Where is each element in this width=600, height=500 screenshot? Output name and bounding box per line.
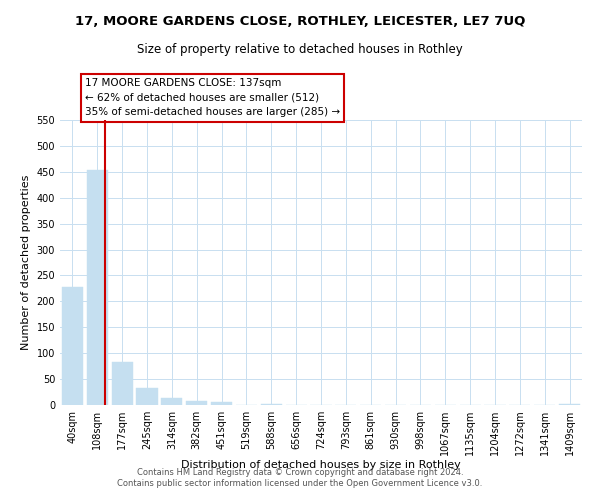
Y-axis label: Number of detached properties: Number of detached properties <box>21 175 31 350</box>
Bar <box>87 170 108 405</box>
Text: 17 MOORE GARDENS CLOSE: 137sqm
← 62% of detached houses are smaller (512)
35% of: 17 MOORE GARDENS CLOSE: 137sqm ← 62% of … <box>85 78 340 118</box>
Bar <box>261 404 282 405</box>
Bar <box>211 402 232 405</box>
Bar <box>559 404 580 405</box>
Text: Contains HM Land Registry data © Crown copyright and database right 2024.
Contai: Contains HM Land Registry data © Crown c… <box>118 468 482 487</box>
Bar <box>186 402 207 405</box>
Bar <box>136 388 158 405</box>
X-axis label: Distribution of detached houses by size in Rothley: Distribution of detached houses by size … <box>181 460 461 469</box>
Text: 17, MOORE GARDENS CLOSE, ROTHLEY, LEICESTER, LE7 7UQ: 17, MOORE GARDENS CLOSE, ROTHLEY, LEICES… <box>75 15 525 28</box>
Text: Size of property relative to detached houses in Rothley: Size of property relative to detached ho… <box>137 42 463 56</box>
Bar <box>62 287 83 405</box>
Bar <box>161 398 182 405</box>
Bar <box>112 362 133 405</box>
